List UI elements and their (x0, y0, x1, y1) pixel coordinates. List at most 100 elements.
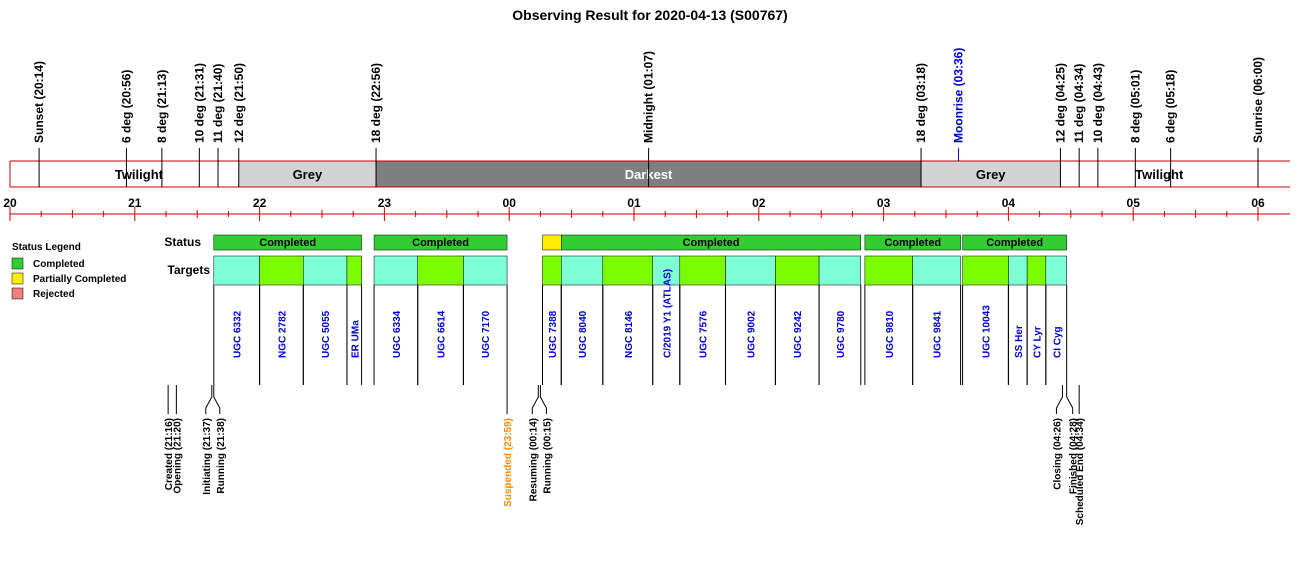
target-name: UGC 9841 (933, 310, 944, 358)
run-event-label: Scheduled End (04:34) (1075, 418, 1086, 525)
target-block (346, 255, 362, 286)
targets-row-label: Targets (168, 263, 211, 277)
target-name: UGC 7388 (548, 310, 559, 358)
sun-event-label: 6 deg (05:18) (1164, 70, 1178, 143)
axis-hour-label: 23 (378, 196, 392, 210)
legend-item-label: Rejected (33, 289, 75, 300)
status-bar-label: Completed (986, 237, 1043, 249)
sun-event-label: 11 deg (04:34) (1072, 64, 1086, 143)
target-name: UGC 8040 (578, 310, 589, 358)
target-name: ER UMa (350, 320, 361, 358)
target-block (864, 255, 913, 286)
target-name: SS Her (1014, 325, 1025, 358)
run-event-label: Opening (21:20) (172, 418, 183, 494)
sun-event-label: 8 deg (05:01) (1128, 70, 1142, 143)
legend-swatch-partial (11, 272, 24, 285)
run-event-label: Running (00:15) (542, 418, 553, 494)
sun-event-label: 10 deg (21:31) (192, 63, 206, 143)
target-name: NGC 2782 (277, 310, 288, 358)
status-bar-completed (373, 234, 508, 251)
target-block (1026, 255, 1047, 286)
target-block (303, 255, 348, 286)
status-row-label: Status (164, 235, 201, 249)
target-block (1008, 255, 1028, 286)
status-bar-label: Completed (412, 237, 469, 249)
run-event-tick (539, 385, 547, 414)
target-block (417, 255, 464, 286)
sun-event-label: 12 deg (21:50) (232, 63, 246, 143)
segment-twilight-4 (1060, 161, 1258, 187)
legend-swatch-rejected (11, 287, 24, 300)
sun-events: Sunset (20:14) 6 deg (20:56) 8 deg (21:13)… (32, 48, 1265, 187)
targets-row: Targets UGC 6332 NGC 2782 UGC 5055 ER UMa UG… (168, 255, 1068, 385)
run-event-label: Initiating (21:37) (202, 418, 213, 495)
target-block (1045, 255, 1067, 286)
axis-hour-label: 04 (1002, 196, 1016, 210)
target-name: UGC 9242 (793, 310, 804, 358)
run-event-tick (1066, 385, 1074, 414)
legend-item-label: Completed (33, 259, 85, 270)
target-block (679, 255, 726, 286)
legend-title: Status Legend (12, 242, 81, 253)
target-block (213, 255, 260, 286)
run-events: Created (21:16)Opening (21:20) Initiating… (164, 385, 1086, 525)
target-name: UGC 5055 (321, 310, 332, 358)
target-block (725, 255, 776, 286)
target-block (542, 255, 562, 286)
target-block (463, 255, 508, 286)
run-event-label: Suspended (23:59) (503, 418, 514, 507)
axis-hour-label: 03 (877, 196, 891, 210)
target-name: UGC 7170 (481, 310, 492, 358)
run-event-label: Running (21:38) (216, 418, 227, 494)
segment-label: Grey (293, 167, 323, 182)
target-name: UGC 9780 (836, 310, 847, 358)
status-bar-label: Completed (259, 237, 316, 249)
status-bar-completed (560, 234, 862, 251)
target-name: NGC 8146 (624, 310, 635, 358)
sun-event-label: 12 deg (04:25) (1053, 63, 1067, 143)
status-bar-label: Completed (884, 237, 941, 249)
sun-event-label: Midnight (01:07) (642, 51, 656, 143)
run-event-tick (1055, 385, 1063, 414)
status-bar-completed (864, 234, 961, 251)
status-row: Status Completed Completed Completed Comple… (164, 234, 1067, 251)
target-name: C/2019 Y1 (ATLAS) (662, 269, 673, 358)
status-bar-partial (542, 234, 562, 251)
legend-item-label: Partially Completed (33, 274, 126, 285)
target-block (818, 255, 862, 286)
target-block (373, 255, 418, 286)
axis-hour-label: 22 (253, 196, 267, 210)
target-block (912, 255, 961, 286)
axis-hour-label: 01 (627, 196, 641, 210)
axis-hour-label: 02 (752, 196, 766, 210)
sun-event-label: Sunset (20:14) (32, 61, 46, 143)
sun-event-label: Moonrise (03:36) (951, 48, 965, 143)
time-axis: 20 21 22 23 00 01 02 03 04 05 06 (3, 196, 1290, 221)
sun-event-label: 10 deg (04:43) (1091, 63, 1105, 143)
sun-event-label: 18 deg (22:56) (369, 63, 383, 143)
target-name: UGC 6332 (233, 310, 244, 358)
legend-swatch-completed (11, 257, 24, 270)
target-block (259, 255, 304, 286)
axis-hour-label: 00 (503, 196, 517, 210)
target-name: UGC 7576 (699, 310, 710, 358)
target-block (962, 255, 1009, 286)
run-event-tick (213, 385, 221, 414)
target-name: UGC 10043 (981, 305, 992, 358)
axis-hour-label: 06 (1251, 196, 1265, 210)
sun-event-label: Sunrise (06:00) (1251, 57, 1265, 143)
sun-event-label: 8 deg (21:13) (155, 70, 169, 143)
run-event-label: Created (21:16) (164, 418, 175, 490)
sun-event-label: 18 deg (03:18) (914, 63, 928, 143)
status-bar-completed (962, 234, 1067, 251)
run-event-label: Closing (04:26) (1052, 418, 1063, 490)
status-bar-completed (213, 234, 362, 251)
status-legend: Status Legend Completed Partially Complet… (11, 242, 126, 300)
segment-grey-1 (238, 161, 377, 187)
target-name: UGC 6614 (437, 310, 448, 358)
run-event-tick (531, 385, 539, 414)
segment-grey-3 (921, 161, 1061, 187)
target-name: UGC 6334 (392, 310, 403, 358)
status-bar-label: Completed (683, 237, 740, 249)
